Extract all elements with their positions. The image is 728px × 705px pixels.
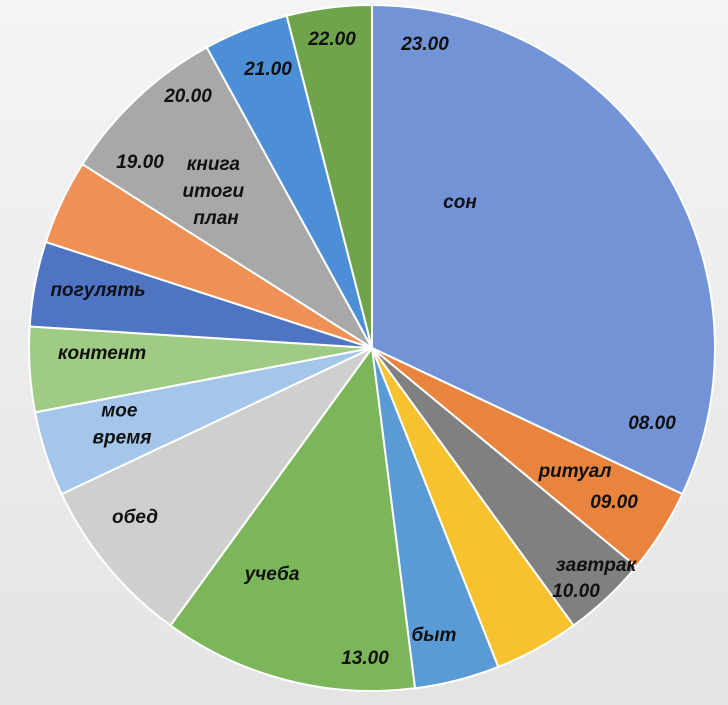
slice-label: обед xyxy=(112,507,158,528)
slice-label: сон xyxy=(443,192,477,213)
time-label: 19.00 xyxy=(116,152,164,173)
pie-slice xyxy=(285,3,373,349)
time-label: 23.00 xyxy=(400,34,449,55)
slice-label: мое время xyxy=(93,401,152,449)
slice-label: завтрак xyxy=(556,555,638,576)
pie-slice xyxy=(60,347,373,627)
time-label: 13.00 xyxy=(341,648,389,669)
time-label: 20.00 xyxy=(163,86,212,107)
time-label: 08.00 xyxy=(628,413,676,434)
slice-label: погулять xyxy=(50,280,145,301)
pie-slice xyxy=(168,345,417,692)
pie-slice xyxy=(81,46,373,349)
time-label: 21.00 xyxy=(243,59,292,80)
time-label: 09.00 xyxy=(590,492,638,513)
slice-label: быт xyxy=(412,625,457,646)
slice-label: учеба xyxy=(244,564,300,585)
pie-slice xyxy=(371,3,716,496)
time-label: 10.00 xyxy=(552,581,600,602)
time-label: 22.00 xyxy=(307,29,356,50)
slice-label: контент xyxy=(58,343,146,364)
slice-label: ритуал xyxy=(538,461,612,482)
slice-label: книга итоги план xyxy=(183,154,250,229)
